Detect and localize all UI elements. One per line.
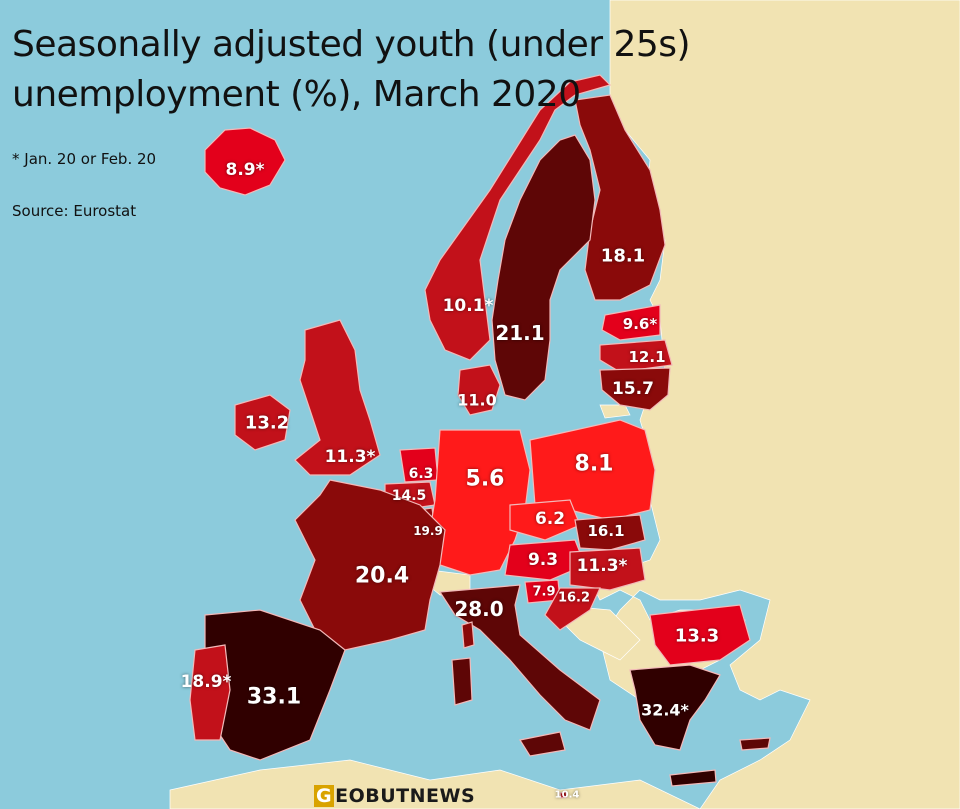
label-belgium: 14.5	[391, 488, 427, 504]
finland	[574, 94, 666, 301]
cyprus	[739, 737, 771, 751]
label-denmark: 11.0	[457, 390, 497, 410]
label-norway: 10.1*	[442, 296, 494, 316]
malta	[559, 791, 568, 799]
france	[294, 479, 446, 651]
label-finland: 18.1	[600, 245, 646, 267]
logo-rest: EOBUTNEWS	[335, 785, 476, 807]
iceland	[204, 127, 286, 196]
label-spain: 33.1	[246, 684, 302, 710]
label-italy: 28.0	[454, 597, 504, 621]
title-line-2: unemployment (%), March 2020	[12, 74, 581, 115]
label-latvia: 12.1	[628, 348, 666, 366]
croatia	[544, 587, 601, 631]
label-lithuania: 15.7	[612, 379, 654, 399]
label-croatia: 16.2	[557, 590, 591, 606]
sardinia	[451, 657, 473, 706]
label-uk: 11.3*	[324, 447, 376, 467]
label-sweden: 21.1	[495, 321, 545, 345]
sweden	[491, 134, 596, 401]
corsica	[461, 621, 475, 649]
label-hungary: 11.3*	[576, 556, 628, 576]
kaliningrad-land	[599, 404, 631, 419]
label-slovenia: 7.9	[532, 584, 556, 600]
greece	[629, 664, 721, 751]
hungary	[569, 547, 646, 591]
czechia	[509, 499, 581, 541]
title-line-1: Seasonally adjusted youth (under 25s)	[12, 24, 691, 65]
sicily	[519, 731, 566, 757]
denmark	[457, 364, 501, 416]
ireland	[234, 394, 291, 451]
label-austria: 9.3	[527, 550, 559, 570]
label-iceland: 8.9*	[225, 160, 265, 180]
label-greece: 32.4*	[641, 700, 689, 720]
logo-g: G	[314, 785, 335, 807]
slovakia	[574, 514, 646, 551]
label-estonia: 9.6*	[622, 315, 658, 333]
label-netherlands: 6.3	[408, 466, 434, 482]
label-bulgaria: 13.3	[674, 625, 720, 647]
label-france: 20.4	[354, 563, 410, 589]
map-title: Seasonally adjusted youth (under 25s) un…	[12, 20, 691, 120]
label-poland: 8.1	[574, 451, 614, 477]
label-luxembourg: 19.9	[413, 524, 443, 538]
label-czechia: 6.2	[534, 509, 566, 529]
bulgaria	[649, 604, 751, 666]
source-note: Source: Eurostat	[12, 202, 137, 220]
italy	[438, 584, 601, 731]
label-ireland: 13.2	[244, 412, 290, 434]
uk	[294, 319, 381, 476]
label-germany: 5.6	[465, 466, 505, 492]
footnote: * Jan. 20 or Feb. 20	[12, 150, 157, 168]
crete	[669, 769, 717, 787]
estonia	[601, 304, 661, 341]
label-slovakia: 16.1	[587, 522, 625, 540]
portugal	[189, 644, 231, 741]
label-portugal: 18.9*	[180, 672, 232, 692]
label-malta: 10.4	[554, 789, 580, 801]
lithuania	[599, 367, 671, 411]
norway	[424, 74, 612, 361]
brand-logo: G EOBUTNEWS	[314, 785, 475, 807]
austria	[504, 539, 586, 581]
